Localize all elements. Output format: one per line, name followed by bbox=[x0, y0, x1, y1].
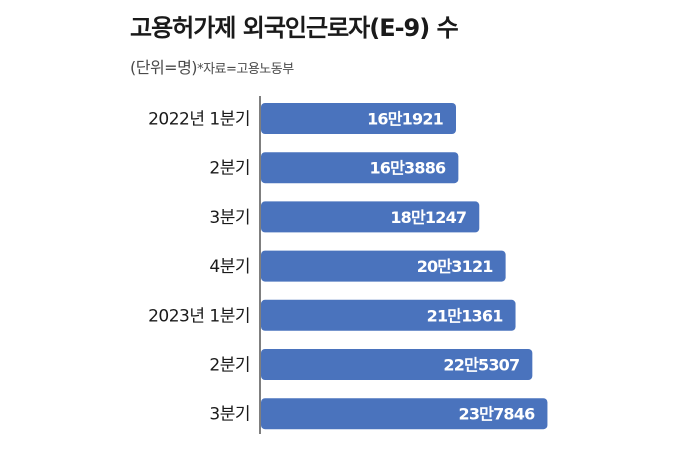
chart-subtitle: (단위=명)*자료=고용노동부 bbox=[130, 54, 294, 78]
category-label: 4분기 bbox=[209, 257, 250, 277]
bar bbox=[261, 299, 516, 331]
category-label: 2분기 bbox=[209, 159, 250, 179]
value-label: 20만3121 bbox=[417, 257, 494, 276]
unit-label: (단위=명) bbox=[130, 58, 198, 77]
chart-title: 고용허가제 외국인근로자(E-9) 수 bbox=[130, 14, 459, 42]
bar bbox=[261, 201, 480, 233]
category-label: 3분기 bbox=[209, 208, 250, 228]
category-label: 2023년 1분기 bbox=[148, 306, 250, 326]
value-label: 22만5307 bbox=[443, 356, 519, 375]
bar bbox=[261, 398, 548, 430]
value-label: 16만3886 bbox=[369, 159, 446, 178]
category-label: 2분기 bbox=[209, 356, 250, 376]
source-label: *자료=고용노동부 bbox=[197, 62, 294, 77]
value-label: 16만1921 bbox=[367, 110, 444, 129]
value-label: 23만7846 bbox=[459, 405, 536, 424]
bar bbox=[261, 250, 506, 282]
category-label: 2022년 1분기 bbox=[148, 110, 250, 130]
bar bbox=[261, 152, 459, 184]
bar bbox=[261, 103, 456, 134]
value-label: 18만1247 bbox=[390, 208, 466, 227]
category-label: 3분기 bbox=[209, 405, 250, 425]
bar bbox=[261, 349, 533, 380]
value-label: 21만1361 bbox=[427, 306, 504, 325]
